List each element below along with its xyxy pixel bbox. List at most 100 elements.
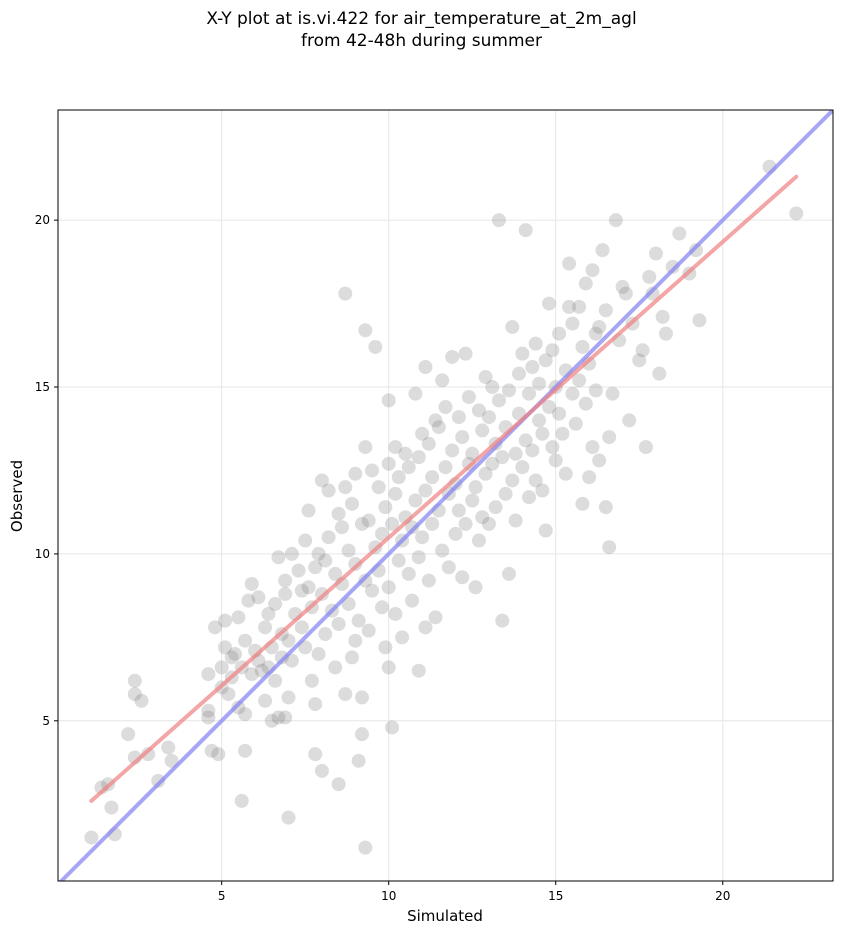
data-point [381, 580, 396, 595]
reference-lines [58, 110, 833, 881]
data-point [435, 373, 450, 388]
data-point [331, 777, 346, 792]
data-point [425, 470, 440, 485]
data-point [358, 440, 373, 455]
data-point [575, 496, 590, 511]
data-point [518, 433, 533, 448]
data-point [582, 356, 597, 371]
data-point [491, 393, 506, 408]
data-point [391, 470, 406, 485]
data-point [428, 610, 443, 625]
data-point [278, 573, 293, 588]
y-tick-label: 15 [35, 380, 50, 394]
data-point [411, 550, 426, 565]
data-point [498, 486, 513, 501]
y-tick-label: 5 [42, 714, 50, 728]
data-point [314, 473, 329, 488]
data-point [501, 383, 516, 398]
data-point [218, 613, 233, 628]
data-point [608, 213, 623, 228]
data-point [411, 450, 426, 465]
data-point [518, 223, 533, 238]
data-point [445, 349, 460, 364]
data-point [488, 500, 503, 515]
chart-title: X-Y plot at is.vi.422 for air_temperatur… [206, 9, 637, 29]
data-point [515, 460, 530, 475]
data-point [552, 326, 567, 341]
data-point [435, 543, 450, 558]
data-point [411, 663, 426, 678]
data-point [421, 573, 436, 588]
data-point [415, 530, 430, 545]
data-point [258, 693, 273, 708]
data-point [465, 446, 480, 461]
data-point [565, 386, 580, 401]
data-point [508, 446, 523, 461]
data-point [211, 747, 226, 762]
data-point [481, 516, 496, 531]
data-point [238, 707, 253, 722]
data-point [652, 366, 667, 381]
data-point [421, 436, 436, 451]
data-point [127, 673, 142, 688]
data-point [281, 810, 296, 825]
data-point [375, 526, 390, 541]
data-point [348, 466, 363, 481]
data-point [358, 573, 373, 588]
data-point [354, 516, 369, 531]
data-point [291, 563, 306, 578]
data-point [331, 617, 346, 631]
data-point [455, 570, 470, 585]
data-point [121, 727, 136, 742]
data-point [572, 299, 587, 314]
data-point [511, 366, 526, 381]
data-point [461, 390, 476, 405]
data-point [238, 633, 253, 648]
data-point [582, 470, 597, 485]
data-point [365, 583, 380, 598]
data-point [528, 473, 543, 488]
x-tick-label: 15 [548, 889, 563, 903]
data-point [268, 596, 283, 611]
data-point [281, 690, 296, 705]
data-point [445, 443, 460, 458]
data-point [388, 486, 403, 501]
data-point [161, 740, 176, 755]
data-point [405, 520, 420, 535]
data-point [381, 660, 396, 675]
data-point [378, 500, 393, 515]
data-point [475, 510, 490, 525]
data-point [455, 430, 470, 445]
data-point [689, 243, 704, 258]
data-point [238, 743, 253, 758]
data-point [104, 800, 119, 815]
data-point [338, 687, 353, 702]
data-point [341, 596, 356, 611]
data-point [692, 313, 707, 328]
data-point [578, 276, 593, 291]
data-point [244, 576, 259, 591]
data-point [321, 483, 336, 498]
data-point [501, 566, 516, 581]
data-point [465, 493, 480, 508]
data-point [281, 633, 296, 648]
data-point [438, 460, 453, 475]
data-point [532, 376, 547, 391]
data-point [485, 380, 500, 395]
data-point [328, 660, 343, 675]
data-point [391, 553, 406, 568]
data-point [84, 830, 99, 845]
data-point [605, 386, 620, 401]
data-point [635, 343, 650, 358]
data-point [588, 383, 603, 398]
data-point [381, 456, 396, 471]
data-point [648, 246, 663, 261]
data-point [672, 226, 687, 241]
data-point [328, 566, 343, 581]
data-point [415, 426, 430, 441]
data-point [481, 410, 496, 425]
data-point [598, 303, 613, 318]
data-point [408, 493, 423, 508]
data-point [141, 747, 156, 762]
